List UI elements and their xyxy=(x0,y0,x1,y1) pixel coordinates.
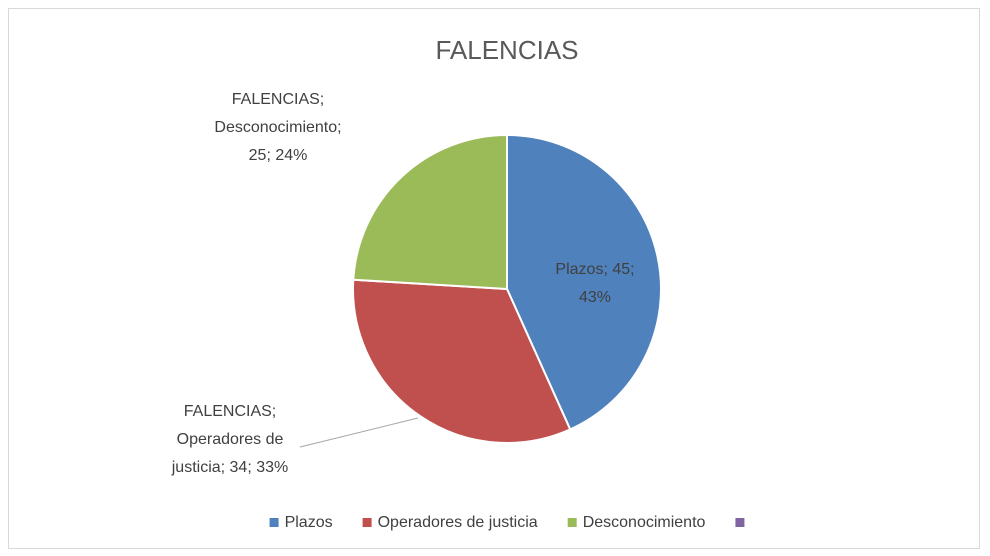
data-label: FALENCIAS; xyxy=(232,91,324,108)
pie-slice xyxy=(352,133,508,291)
legend-swatch xyxy=(735,518,745,527)
data-label: Operadores de xyxy=(177,431,284,448)
data-label: justicia; 34; 33% xyxy=(171,459,289,476)
legend-label: Desconocimiento xyxy=(583,514,706,531)
pie-slice xyxy=(506,133,662,431)
legend-label: Plazos xyxy=(285,514,333,531)
data-label: Desconocimiento; xyxy=(214,119,341,136)
legend-swatch xyxy=(362,518,372,527)
data-label: Plazos; 45; xyxy=(555,261,634,278)
data-label: 43% xyxy=(579,289,611,306)
data-label: 25; 24% xyxy=(249,147,308,164)
legend-swatch xyxy=(567,518,577,527)
legend-swatch xyxy=(269,518,279,527)
data-label: FALENCIAS; xyxy=(184,403,276,420)
legend-label: Operadores de justicia xyxy=(378,514,538,531)
leader-line xyxy=(299,417,419,448)
chart-title: FALENCIAS xyxy=(435,35,578,65)
pie-slice xyxy=(352,278,572,444)
